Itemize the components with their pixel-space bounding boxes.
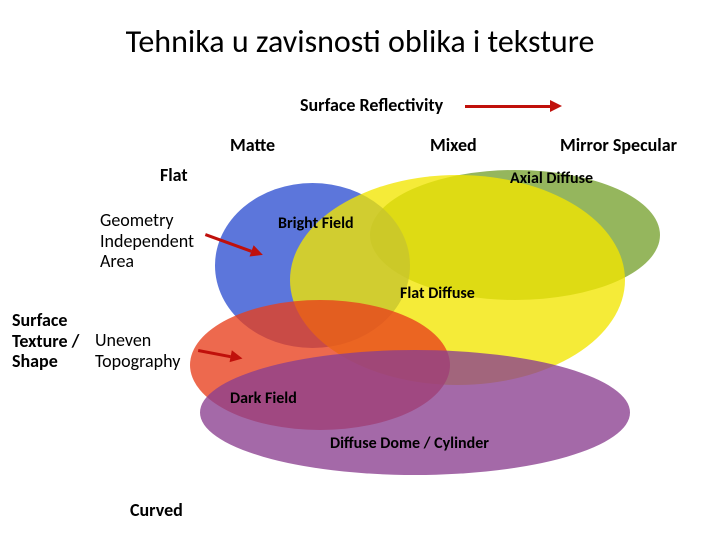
matte-label: Matte bbox=[230, 135, 275, 156]
dome-ellipse bbox=[200, 350, 630, 475]
mixed-label: Mixed bbox=[430, 135, 477, 156]
axial-diffuse-label: Axial Diffuse bbox=[510, 170, 593, 188]
geometry-independent-label: Geometry Independent Area bbox=[100, 210, 194, 272]
dark-field-label: Dark Field bbox=[230, 390, 297, 408]
uneven-topography-label: Uneven Topography bbox=[95, 330, 180, 371]
surface-reflectivity-label: Surface Reflectivity bbox=[300, 95, 443, 116]
flat-diffuse-label: Flat Diffuse bbox=[400, 285, 475, 303]
diffuse-dome-label: Diffuse Dome / Cylinder bbox=[330, 435, 489, 453]
slide-title: Tehnika u zavisnosti oblika i teksture bbox=[0, 22, 720, 61]
reflectivity-arrow bbox=[465, 106, 560, 109]
slide: Tehnika u zavisnosti oblika i teksture S… bbox=[0, 0, 720, 540]
flat-label: Flat bbox=[160, 165, 188, 186]
curved-label: Curved bbox=[130, 500, 183, 521]
mirror-specular-label: Mirror Specular bbox=[560, 135, 677, 156]
bright-field-label: Bright Field bbox=[278, 215, 354, 233]
surface-texture-shape-label: Surface Texture / Shape bbox=[12, 310, 79, 372]
